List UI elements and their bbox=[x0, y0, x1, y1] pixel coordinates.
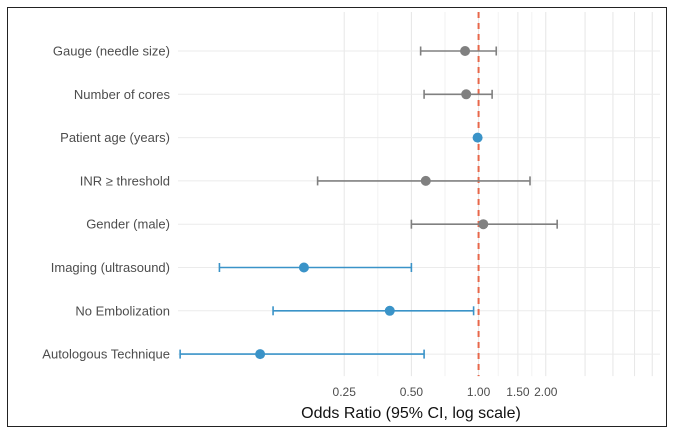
x-tick-label: 1.50 bbox=[506, 385, 530, 399]
x-tick-label: 0.25 bbox=[333, 385, 357, 399]
row-labels: Gauge (needle size) Number of cores Patien… bbox=[42, 44, 170, 362]
row-label: Autologous Technique bbox=[42, 347, 170, 362]
point-estimate bbox=[478, 219, 489, 230]
point-estimate bbox=[384, 305, 395, 316]
point-estimate bbox=[461, 89, 472, 100]
point-estimate bbox=[255, 349, 266, 360]
point-estimate bbox=[460, 46, 471, 56]
row-label: Number of cores bbox=[74, 87, 171, 102]
row-label: Gender (male) bbox=[86, 217, 170, 232]
point-estimate bbox=[472, 132, 483, 143]
plot-frame bbox=[7, 7, 667, 427]
row-label: Gauge (needle size) bbox=[53, 44, 170, 59]
x-tick-label: 0.50 bbox=[400, 385, 424, 399]
error-bars bbox=[179, 46, 558, 360]
x-axis-title: Odds Ratio (95% CI, log scale) bbox=[301, 405, 521, 422]
point-estimate bbox=[420, 175, 431, 186]
row-label: Imaging (ultrasound) bbox=[51, 260, 170, 275]
point-estimate bbox=[298, 262, 309, 273]
grid-lines bbox=[178, 12, 660, 377]
x-tick-label: 1.00 bbox=[467, 385, 491, 399]
row-label: Patient age (years) bbox=[60, 130, 170, 145]
row-label: INR ≥ threshold bbox=[80, 173, 170, 188]
x-tick-labels: 0.25 0.50 1.00 1.50 2.00 bbox=[333, 385, 558, 399]
x-tick-label: 2.00 bbox=[534, 385, 558, 399]
row-label: No Embolization bbox=[75, 303, 170, 318]
